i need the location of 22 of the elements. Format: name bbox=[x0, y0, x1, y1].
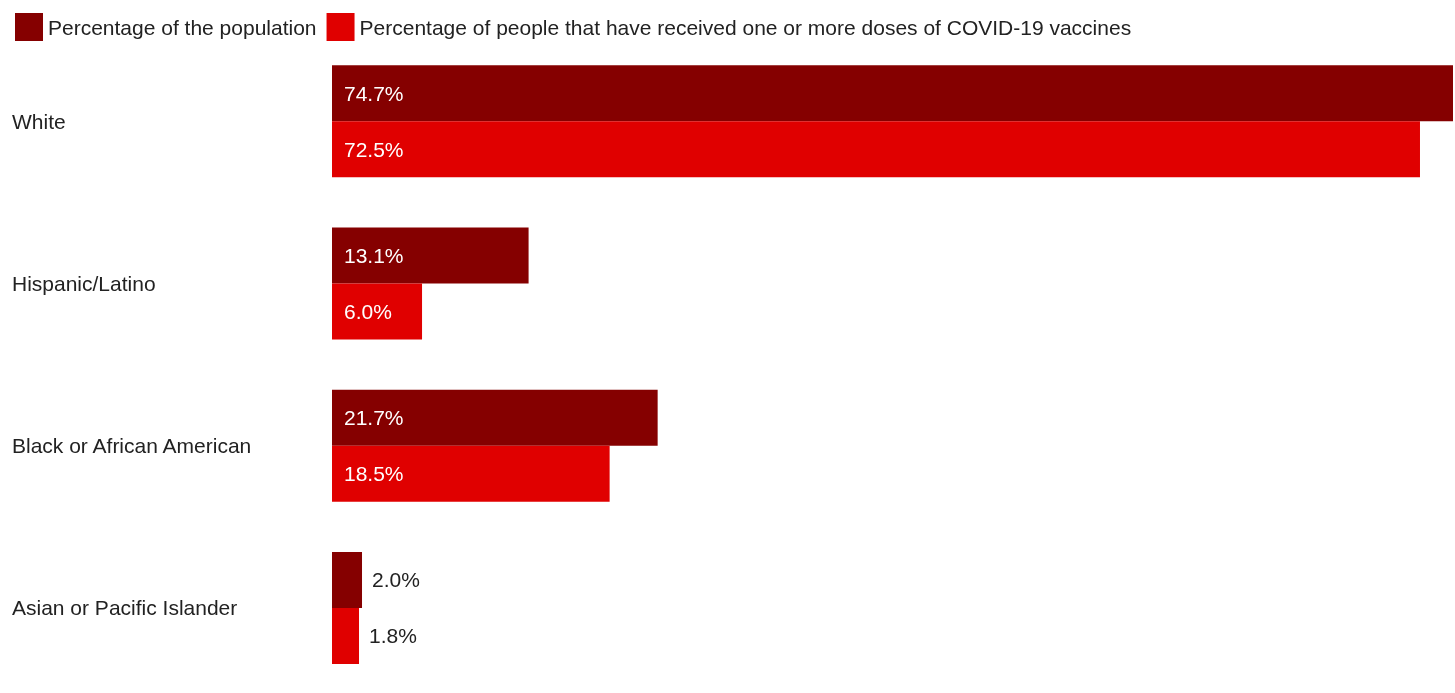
legend-label: Percentage of the population bbox=[48, 15, 317, 39]
bar bbox=[332, 607, 360, 664]
y-tick-label: Black or African American bbox=[12, 434, 252, 458]
bar bbox=[332, 551, 363, 608]
bar bbox=[332, 445, 610, 502]
y-tick-label: Asian or Pacific Islander bbox=[12, 596, 238, 620]
y-tick-label: White bbox=[12, 109, 66, 133]
bar bbox=[332, 283, 423, 340]
data-label: 21.7% bbox=[344, 406, 404, 430]
bar bbox=[332, 65, 1453, 122]
data-label: 1.8% bbox=[369, 624, 417, 648]
bar bbox=[332, 389, 658, 446]
data-label: 72.5% bbox=[344, 137, 404, 161]
data-label: 74.7% bbox=[344, 81, 404, 105]
data-label: 13.1% bbox=[344, 243, 404, 267]
data-label: 18.5% bbox=[344, 462, 404, 486]
data-label: 2.0% bbox=[372, 568, 420, 592]
bar bbox=[332, 121, 1420, 178]
y-tick-label: Hispanic/Latino bbox=[12, 271, 156, 295]
bar bbox=[332, 227, 529, 284]
legend-label: Percentage of people that have received one or more doses of COVID-19 vaccines bbox=[359, 15, 1132, 39]
data-label: 6.0% bbox=[344, 299, 392, 323]
